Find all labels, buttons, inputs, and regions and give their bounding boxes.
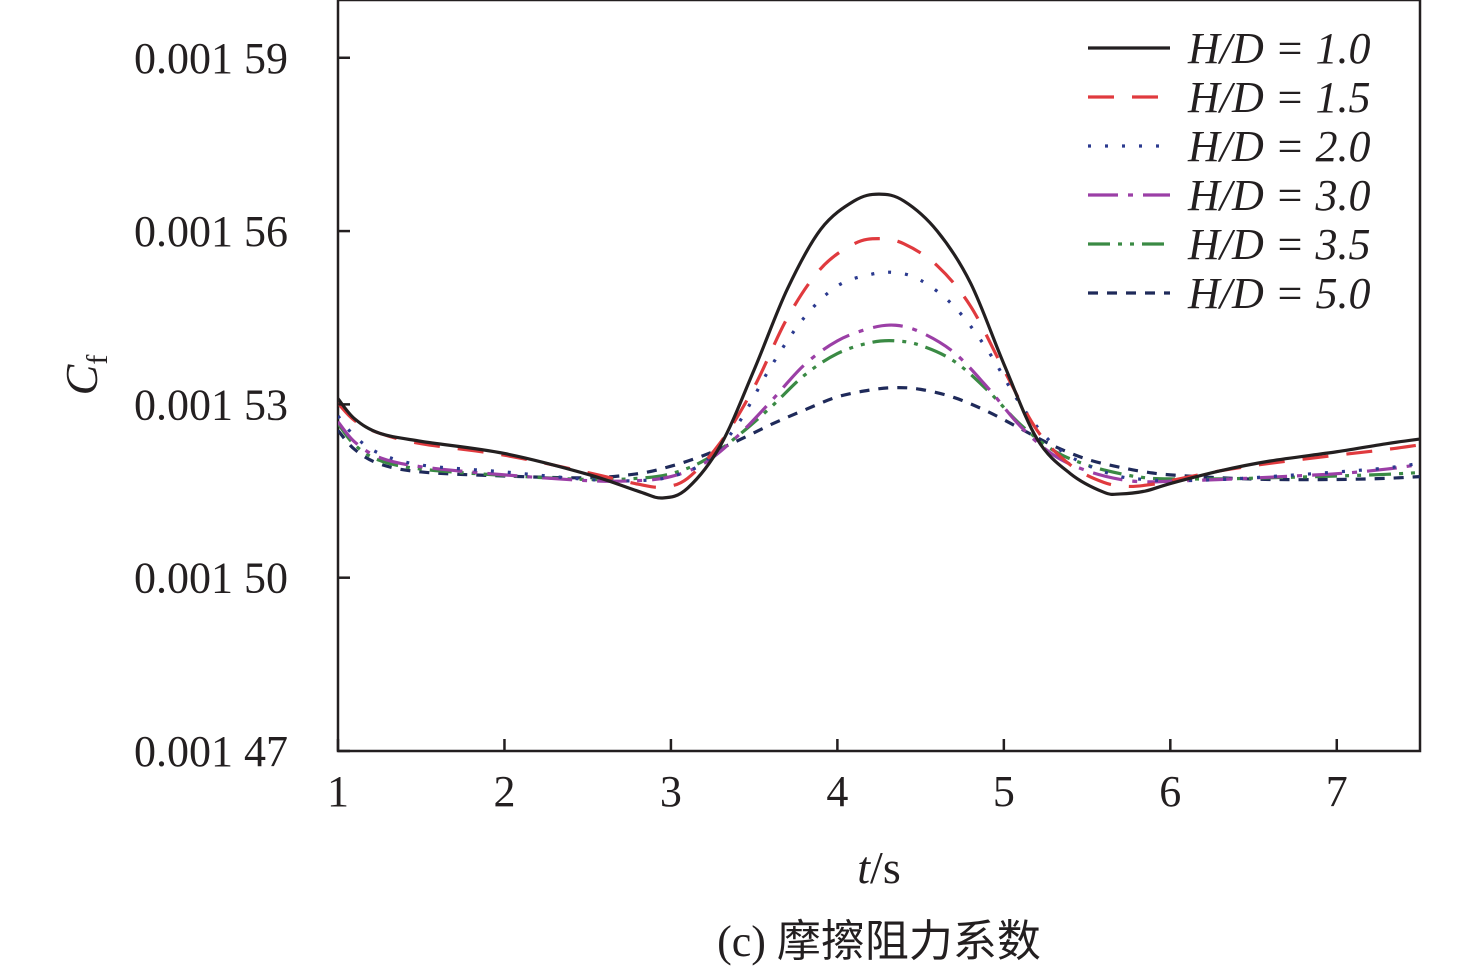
legend-label: H/D = 3.0	[1187, 171, 1370, 220]
y-tick-label: 0.001 59	[134, 34, 288, 83]
series-line-3-0	[338, 323, 1420, 484]
x-tick-label: 7	[1326, 767, 1348, 816]
legend-item: H/D = 1.5	[1088, 73, 1370, 122]
legend-label: H/D = 1.0	[1187, 24, 1370, 73]
legend-item: H/D = 5.0	[1088, 269, 1370, 318]
x-tick-label: 1	[327, 767, 349, 816]
y-axis-title: Cf	[56, 355, 114, 396]
figure-caption: (c) 摩擦阻力系数	[717, 917, 1041, 966]
x-axis-title: t/s	[857, 842, 900, 893]
y-axis: 0.001 47 0.001 50 0.001 53 0.001 56 0.001 59	[134, 34, 350, 776]
legend-item: H/D = 2.0	[1088, 122, 1370, 171]
series-layer	[338, 192, 1420, 500]
y-tick-label: 0.001 56	[134, 207, 288, 256]
y-tick-label: 0.001 53	[134, 380, 288, 429]
legend-item: H/D = 3.0	[1088, 171, 1370, 220]
legend-label: H/D = 3.5	[1187, 220, 1370, 269]
legend-label: H/D = 2.0	[1187, 122, 1370, 171]
legend-label: H/D = 1.5	[1187, 73, 1370, 122]
x-tick-label: 2	[493, 767, 515, 816]
x-tick-label: 4	[826, 767, 848, 816]
series-line-5-0	[338, 386, 1420, 482]
y-tick-label: 0.001 50	[134, 554, 288, 603]
plot-frame	[336, 0, 1422, 753]
legend: H/D = 1.0H/D = 1.5H/D = 2.0H/D = 3.0H/D …	[1088, 24, 1370, 318]
series-line-3-5	[338, 339, 1420, 482]
x-tick-label: 6	[1159, 767, 1181, 816]
x-tick-label: 3	[660, 767, 682, 816]
x-tick-label: 5	[993, 767, 1015, 816]
legend-label: H/D = 5.0	[1187, 269, 1370, 318]
x-axis: 1 2 3 4 5 6 7	[327, 739, 1348, 816]
series-line-1-0	[338, 192, 1420, 500]
legend-item: H/D = 1.0	[1088, 24, 1370, 73]
legend-item: H/D = 3.5	[1088, 220, 1370, 269]
y-tick-label: 0.001 47	[134, 727, 288, 776]
